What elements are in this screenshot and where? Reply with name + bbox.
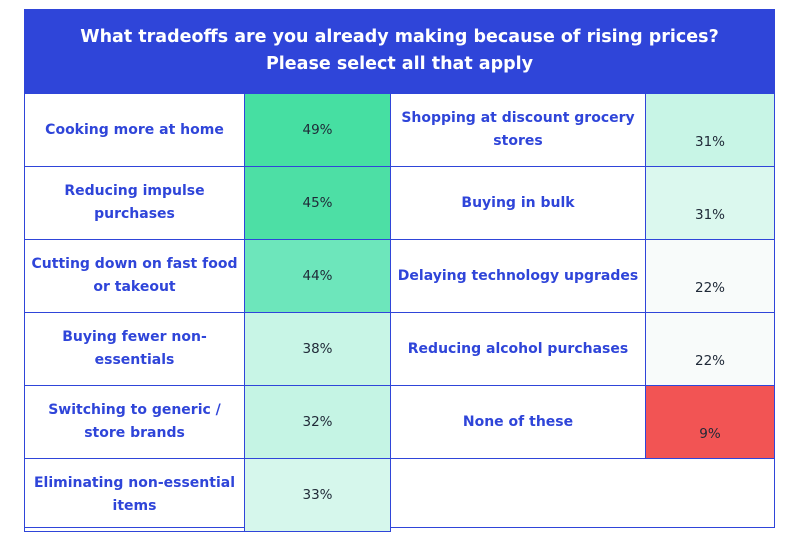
row-label: Cooking more at home <box>24 93 245 167</box>
row-label: Cutting down on fast food or takeout <box>24 239 245 313</box>
row-value: 22% <box>645 239 775 313</box>
row-value: 9% <box>645 385 775 459</box>
row-value: 22% <box>645 312 775 386</box>
row-label: Reducing alcohol purchases <box>390 312 646 386</box>
row-label: Buying in bulk <box>390 166 646 240</box>
row-label: Delaying technology upgrades <box>390 239 646 313</box>
row-label: Buying fewer non-essentials <box>24 312 245 386</box>
row-value: 32% <box>244 385 391 459</box>
chart-title: What tradeoffs are you already making be… <box>80 27 719 47</box>
empty-cell <box>390 458 775 528</box>
row-value: 31% <box>645 93 775 167</box>
row-value: 45% <box>244 166 391 240</box>
row-value: 44% <box>244 239 391 313</box>
row-label: Shopping at discount grocery stores <box>390 93 646 167</box>
row-label: Eliminating non-essential items <box>24 458 245 532</box>
row-value: 33% <box>244 458 391 532</box>
row-label: None of these <box>390 385 646 459</box>
row-value: 38% <box>244 312 391 386</box>
row-value: 31% <box>645 166 775 240</box>
row-value: 49% <box>244 93 391 167</box>
row-label: Switching to generic / store brands <box>24 385 245 459</box>
chart-subtitle: Please select all that apply <box>265 54 534 74</box>
table-header: What tradeoffs are you already making be… <box>24 9 775 93</box>
row-label: Reducing impulse purchases <box>24 166 245 240</box>
